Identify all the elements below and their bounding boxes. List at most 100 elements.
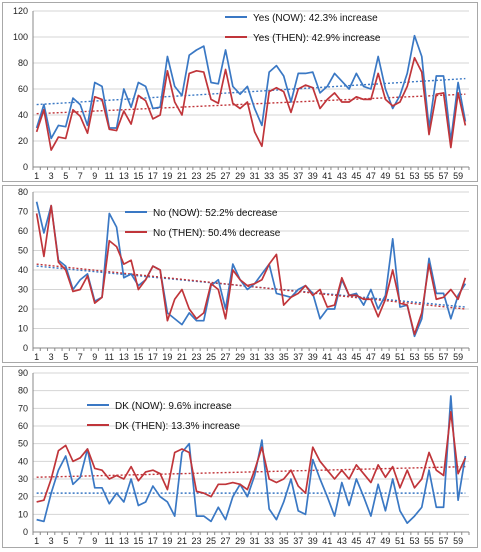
chart-panel-yes: 0 20 40 60 80 100 120 1 3 5 7 9 11 13 15 17 19 21 23 25 27 29… (2, 2, 478, 182)
yes-legend-label: Yes (THEN): 42.9% increase (253, 33, 381, 44)
yes-x-tick-label: 5 (63, 171, 68, 181)
dk-x-tick-label: 45 (351, 536, 361, 546)
dk-y-tick-label: 10 (18, 509, 28, 519)
no-x-tick-label: 41 (322, 352, 332, 362)
dk-x-tick-label: 55 (424, 536, 434, 546)
dk-x-tick-label: 3 (49, 536, 54, 546)
no-x-tick-label: 33 (264, 352, 274, 362)
dk-y-tick-label: 60 (18, 421, 28, 431)
yes-y-tick-label: 120 (13, 6, 28, 16)
no-y-tick-label: 60 (18, 226, 28, 236)
yes-x-tick-label: 1 (34, 171, 39, 181)
yes-y-tick-label: 20 (18, 136, 28, 146)
no-x-tick-label: 7 (78, 352, 83, 362)
dk-legend-label: DK (THEN): 13.3% increase (115, 421, 240, 432)
no-y-tick-label: 10 (18, 324, 28, 334)
dk-x-tick-label: 23 (191, 536, 201, 546)
dk-x-tick-label: 37 (293, 536, 303, 546)
no-legend-label: No (NOW): 52.2% decrease (153, 208, 278, 219)
yes-x-tick-label: 9 (92, 171, 97, 181)
yes-x-tick-label: 7 (78, 171, 83, 181)
no-y-tick-label: 80 (18, 187, 28, 197)
chart-panel-no: 0 10 20 30 40 50 60 70 80 1 3 5 7 9 11 13 15 17 19 21 23 25 27… (2, 185, 478, 363)
no-x-tick-label: 59 (453, 352, 463, 362)
dk-x-tick-label: 41 (322, 536, 332, 546)
no-x-tick-label: 1 (34, 352, 39, 362)
no-x-tick-label: 27 (221, 352, 231, 362)
no-x-tick-label: 17 (148, 352, 158, 362)
dk-x-tick-label: 35 (279, 536, 289, 546)
dk-y-tick-label: 0 (23, 527, 28, 537)
yes-x-tick-label: 39 (308, 171, 318, 181)
no-x-tick-label: 19 (162, 352, 172, 362)
dk-series-0-line (36, 395, 467, 525)
yes-x-tick-label: 41 (322, 171, 332, 181)
dk-y-tick-label: 40 (18, 456, 28, 466)
no-x-tick-label: 13 (119, 352, 129, 362)
dk-x-tick-label: 29 (235, 536, 245, 546)
dk-legend-label: DK (NOW): 9.6% increase (115, 401, 232, 412)
dk-x-tick-label: 59 (453, 536, 463, 546)
dk-x-tick-label: 9 (92, 536, 97, 546)
no-x-tick-label: 53 (409, 352, 419, 362)
dk-x-tick-label: 47 (366, 536, 376, 546)
yes-series-1-line (35, 56, 467, 151)
yes-x-tick-label: 27 (221, 171, 231, 181)
dk-x-tick-label: 57 (439, 536, 449, 546)
yes-x-tick-label: 35 (279, 171, 289, 181)
dk-y-tick-label: 30 (18, 474, 28, 484)
dk-x-tick-label: 19 (162, 536, 172, 546)
yes-x-tick-label: 33 (264, 171, 274, 181)
yes-series-0-line (35, 34, 467, 142)
dk-x-tick-label: 15 (133, 536, 143, 546)
no-x-tick-label: 47 (366, 352, 376, 362)
yes-x-tick-label: 49 (380, 171, 390, 181)
yes-x-tick-label: 47 (366, 171, 376, 181)
yes-x-tick-label: 13 (119, 171, 129, 181)
dk-y-tick-label: 20 (18, 492, 28, 502)
dk-x-tick-label: 7 (78, 536, 83, 546)
yes-series-1-trendline (36, 93, 466, 115)
yes-x-tick-label: 43 (337, 171, 347, 181)
no-series-1-line (35, 204, 467, 336)
no-x-tick-label: 37 (293, 352, 303, 362)
no-x-tick-label: 21 (177, 352, 187, 362)
yes-x-tick-label: 31 (250, 171, 260, 181)
no-x-tick-label: 15 (133, 352, 143, 362)
dk-x-tick-label: 39 (308, 536, 318, 546)
yes-x-tick-label: 55 (424, 171, 434, 181)
no-x-tick-label: 3 (49, 352, 54, 362)
dk-x-tick-label: 43 (337, 536, 347, 546)
dk-x-tick-label: 13 (119, 536, 129, 546)
no-x-tick-label: 31 (250, 352, 260, 362)
yes-x-tick-label: 51 (395, 171, 405, 181)
no-x-tick-label: 43 (337, 352, 347, 362)
yes-y-tick-label: 0 (23, 162, 28, 172)
no-y-tick-label: 30 (18, 285, 28, 295)
no-x-tick-label: 9 (92, 352, 97, 362)
no-x-tick-label: 55 (424, 352, 434, 362)
no-x-tick-label: 11 (105, 352, 114, 362)
no-series-0-line (35, 201, 467, 338)
no-x-tick-label: 29 (235, 352, 245, 362)
yes-x-tick-label: 57 (439, 171, 449, 181)
dk-x-tick-label: 53 (409, 536, 419, 546)
dk-x-tick-label: 27 (221, 536, 231, 546)
no-x-tick-label: 45 (351, 352, 361, 362)
dk-series-1-line (36, 411, 467, 503)
yes-y-tick-label: 80 (18, 58, 28, 68)
yes-x-tick-label: 29 (235, 171, 245, 181)
yes-legend-label: Yes (NOW): 42.3% increase (253, 13, 378, 24)
yes-x-tick-label: 19 (162, 171, 172, 181)
yes-y-tick-label: 100 (13, 32, 28, 42)
dk-x-tick-label: 1 (34, 536, 39, 546)
yes-x-tick-label: 11 (105, 171, 114, 181)
dk-x-tick-label: 51 (395, 536, 405, 546)
no-x-tick-label: 35 (279, 352, 289, 362)
dk-x-tick-label: 11 (105, 536, 114, 546)
no-y-tick-label: 40 (18, 265, 28, 275)
dk-y-tick-label: 70 (18, 403, 28, 413)
dk-series-1-trendline (36, 465, 466, 478)
